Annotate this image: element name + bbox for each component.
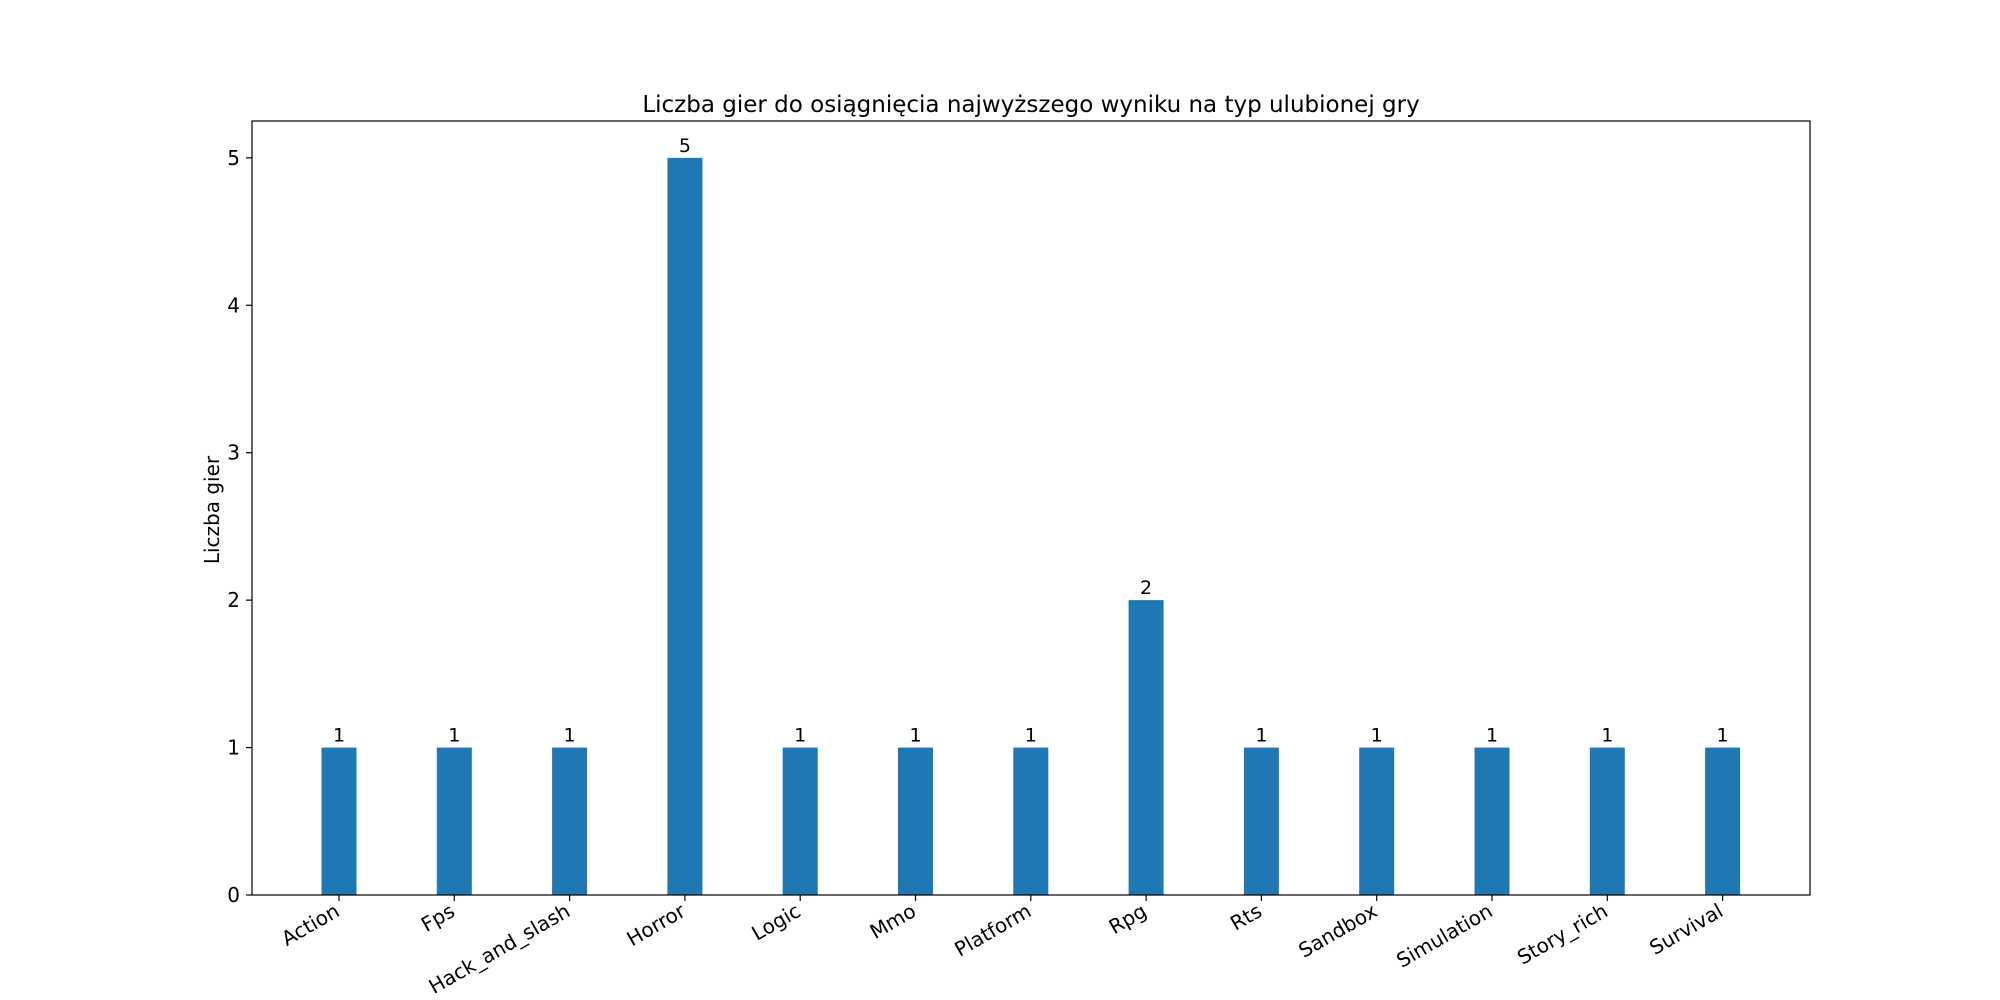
bar-simulation <box>1474 747 1510 895</box>
x-tick-label-platform: Platform <box>950 899 1035 962</box>
data-label-story-rich: 1 <box>1601 725 1613 747</box>
y-axis-ticks: 0 1 2 3 4 5 <box>227 146 252 907</box>
bar-story-rich <box>1589 747 1625 895</box>
bar-rts <box>1243 747 1279 895</box>
bar-logic <box>782 747 818 895</box>
bar-hack-and-slash <box>552 747 588 895</box>
bar-action <box>321 747 357 895</box>
data-label-survival: 1 <box>1717 725 1729 747</box>
data-label-horror: 5 <box>679 135 691 157</box>
bars-group <box>321 157 1741 895</box>
x-tick-label-mmo: Mmo <box>866 899 920 944</box>
x-tick-label-horror: Horror <box>623 898 691 951</box>
x-tick-label-logic: Logic <box>747 899 804 946</box>
x-tick-label-action: Action <box>277 899 343 951</box>
y-tick-label: 5 <box>227 146 240 170</box>
data-label-sandbox: 1 <box>1371 725 1383 747</box>
x-tick-label-fps: Fps <box>417 899 459 937</box>
x-tick-label-simulation: Simulation <box>1392 899 1496 973</box>
bar-rpg <box>1128 600 1164 895</box>
data-label-logic: 1 <box>794 725 806 747</box>
x-tick-label-sandbox: Sandbox <box>1294 898 1381 962</box>
y-tick-label: 3 <box>227 441 240 465</box>
y-tick-label: 4 <box>227 293 240 317</box>
x-tick-label-story-rich: Story_rich <box>1513 899 1612 970</box>
plot-frame <box>251 120 1811 896</box>
x-tick-label-rts: Rts <box>1226 899 1266 936</box>
bar-sandbox <box>1359 747 1395 895</box>
chart-title: Liczba gier do osiągnięcia najwyższego w… <box>642 92 1419 118</box>
data-label-fps: 1 <box>448 725 460 747</box>
y-tick-label: 0 <box>227 883 240 907</box>
data-label-rts: 1 <box>1255 725 1267 747</box>
y-tick-label: 2 <box>227 588 240 612</box>
x-tick-label-rpg: Rpg <box>1105 899 1151 939</box>
data-label-platform: 1 <box>1025 725 1037 747</box>
data-label-hack-and-slash: 1 <box>564 725 576 747</box>
data-label-mmo: 1 <box>909 725 921 747</box>
y-tick-label: 1 <box>227 736 240 760</box>
data-label-action: 1 <box>333 725 345 747</box>
bar-fps <box>436 747 472 895</box>
data-labels-group: 1 1 1 5 1 1 1 2 1 1 1 1 1 <box>333 135 1729 747</box>
data-label-rpg: 2 <box>1140 577 1152 599</box>
bar-horror <box>667 157 703 895</box>
bar-survival <box>1705 747 1741 895</box>
data-label-simulation: 1 <box>1486 725 1498 747</box>
bar-platform <box>1013 747 1049 895</box>
x-tick-label-survival: Survival <box>1645 899 1727 960</box>
y-axis-label: Liczba gier <box>200 455 224 564</box>
bar-mmo <box>898 747 933 895</box>
